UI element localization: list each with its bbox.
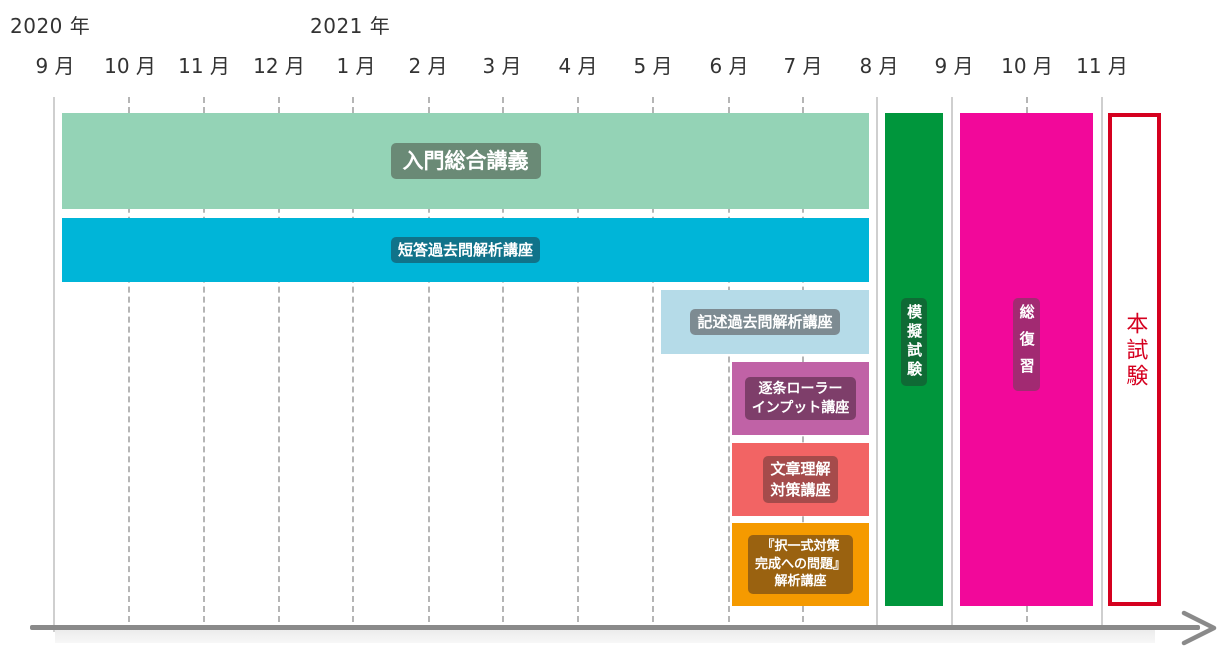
gridline-dashed (428, 97, 430, 632)
gridline-dashed (502, 97, 504, 632)
course-bar: 記述過去問解析講座 (661, 290, 869, 354)
gridline-solid (951, 97, 953, 632)
course-label: 『択一式対策 完成への問題』 解析講座 (747, 535, 853, 594)
gridline-solid (1101, 97, 1103, 632)
month-label: 11 月 (178, 54, 230, 78)
month-label: 5 月 (633, 54, 673, 78)
phase-label: 総復習 (1013, 298, 1040, 391)
phase-bar: 模擬試験 (885, 113, 943, 606)
axis-shadow (55, 630, 1155, 643)
month-label: 7 月 (783, 54, 823, 78)
month-label: 2 月 (408, 54, 448, 78)
course-label: 記述過去問解析講座 (690, 308, 840, 336)
course-bar: 逐条ローラー インプット講座 (732, 362, 869, 435)
month-label: 11 月 (1076, 54, 1128, 78)
course-bar: 文章理解 対策講座 (732, 443, 869, 516)
gridline-dashed (278, 97, 280, 632)
month-label: 9 月 (35, 54, 75, 78)
gridline-solid (876, 97, 878, 632)
phase-bar: 本試験 (1108, 113, 1161, 606)
month-label: 10 月 (1001, 54, 1053, 78)
course-label: 逐条ローラー インプット講座 (744, 376, 857, 421)
course-label: 入門総合講義 (390, 142, 541, 180)
gridline-dashed (203, 97, 205, 632)
gridline-dashed (728, 97, 730, 632)
course-label: 短答過去問解析講座 (390, 236, 540, 264)
time-axis (30, 625, 1200, 630)
gridline-dashed (577, 97, 579, 632)
month-label: 4 月 (558, 54, 598, 78)
gridline-dashed (352, 97, 354, 632)
month-label: 10 月 (104, 54, 156, 78)
month-label: 12 月 (253, 54, 305, 78)
month-label: 3 月 (482, 54, 522, 78)
phase-bar: 総復習 (960, 113, 1093, 606)
course-bar: 『択一式対策 完成への問題』 解析講座 (732, 523, 869, 606)
phase-label: 本試験 (1122, 312, 1148, 390)
month-label: 1 月 (336, 54, 376, 78)
course-bar: 短答過去問解析講座 (62, 218, 869, 282)
month-label: 6 月 (709, 54, 749, 78)
gridline-dashed (652, 97, 654, 632)
phase-label: 模擬試験 (900, 298, 928, 386)
month-label: 9 月 (934, 54, 974, 78)
arrow-right-icon (1181, 610, 1217, 646)
course-label: 文章理解 対策講座 (763, 456, 838, 503)
course-bar: 入門総合講義 (62, 113, 869, 209)
gridline-dashed (128, 97, 130, 632)
year-label: 2021 年 (310, 14, 391, 38)
gridline-solid (53, 97, 55, 632)
month-label: 8 月 (859, 54, 899, 78)
year-label: 2020 年 (10, 14, 91, 38)
